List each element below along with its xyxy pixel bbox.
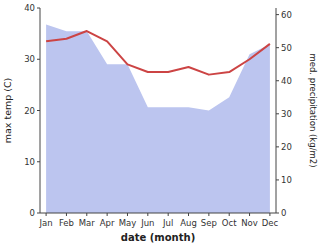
y2-tick-label: 60 [281,10,292,20]
x-tick-label: Apr [100,218,115,228]
x-tick [127,213,128,216]
x-tick [229,213,230,216]
y-tick [37,213,40,214]
x-tick [168,213,169,216]
y2-tick-label: 50 [281,43,292,53]
y2-tick [276,80,279,81]
x-tick-label: Dec [262,218,279,228]
chart: JanFebMarAprMayJunJulAugSepOctNovDec0102… [0,0,318,247]
y-tick-label: 40 [24,3,35,13]
x-tick-label: Sep [201,218,217,228]
y2-tick [276,146,279,147]
y-tick-label: 10 [24,157,35,167]
y2-tick [276,14,279,15]
x-tick-label: Jan [39,218,53,228]
y2-tick-label: 30 [281,109,292,119]
y2-axis-label: med. precipitation (kg/m2) [308,53,318,167]
x-tick [147,213,148,216]
y2-axis-line [276,8,277,213]
x-tick-label: Aug [180,218,197,228]
y-tick-label: 0 [30,208,35,218]
x-tick-label: Jul [162,218,173,228]
x-tick-label: Oct [222,218,237,228]
y-tick [37,161,40,162]
x-axis-label: date (month) [121,232,195,243]
x-tick-label: Jun [140,218,154,228]
x-tick-label: Feb [59,218,74,228]
y-tick-label: 20 [24,106,35,116]
area [46,25,270,213]
x-tick [249,213,250,216]
y2-tick-label: 10 [281,175,292,185]
y2-tick [276,113,279,114]
y-tick [37,110,40,111]
y-tick [37,8,40,9]
y2-tick [276,47,279,48]
x-tick-label: Mar [79,218,96,228]
line [46,31,270,75]
y2-tick [276,213,279,214]
x-tick [66,213,67,216]
x-tick-label: Nov [241,218,258,228]
y2-tick-label: 20 [281,142,292,152]
y-tick-label: 30 [24,54,35,64]
x-axis-line [40,213,276,214]
y2-tick-label: 0 [281,208,286,218]
y-tick [37,59,40,60]
x-tick-label: May [119,218,137,228]
x-tick [208,213,209,216]
x-tick [86,213,87,216]
plot-area [46,25,270,213]
y2-tick-label: 40 [281,76,292,86]
y-axis-label: max temp (C) [2,78,13,144]
x-tick [188,213,189,216]
x-tick [107,213,108,216]
y2-tick [276,179,279,180]
x-tick [269,213,270,216]
x-tick [46,213,47,216]
